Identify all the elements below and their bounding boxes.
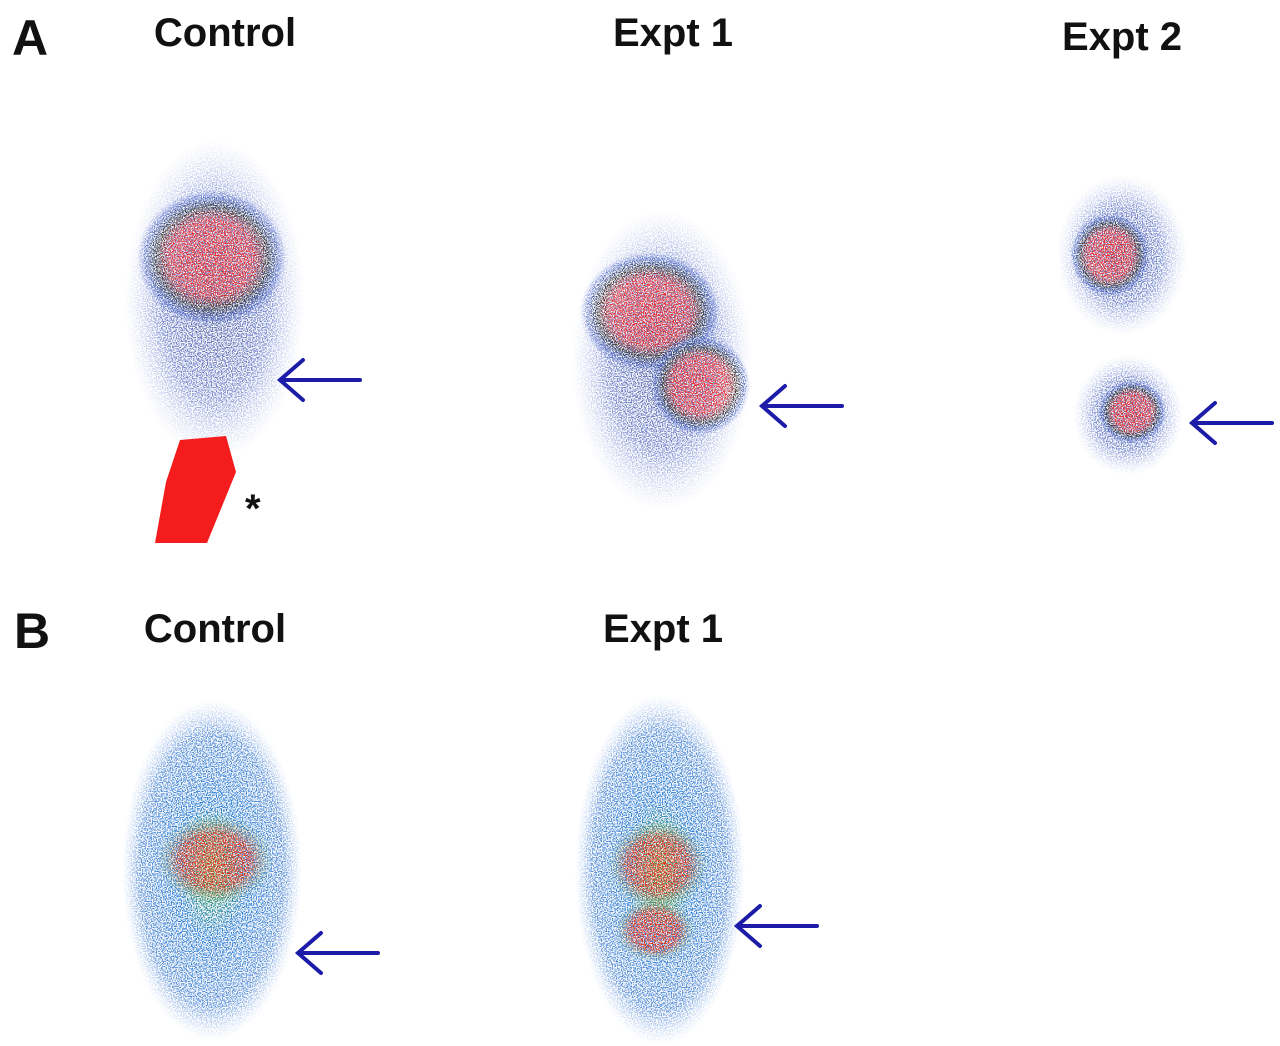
scan-a-control	[125, 140, 305, 543]
image-title: Expt 1	[613, 11, 733, 55]
asterisk: *	[245, 487, 261, 531]
scan-b-expt1	[575, 695, 745, 1045]
image-title: Expt 2	[1062, 15, 1182, 59]
panel-label: B	[14, 603, 50, 659]
panel-label: A	[12, 10, 48, 66]
scan-a-expt2	[1057, 175, 1187, 475]
image-title: Expt 1	[603, 607, 723, 651]
scan-b-control	[122, 700, 302, 1040]
scan-a-expt1	[572, 210, 752, 510]
arrows	[276, 358, 1274, 975]
image-title: Control	[144, 607, 286, 651]
image-title: Control	[154, 11, 296, 55]
